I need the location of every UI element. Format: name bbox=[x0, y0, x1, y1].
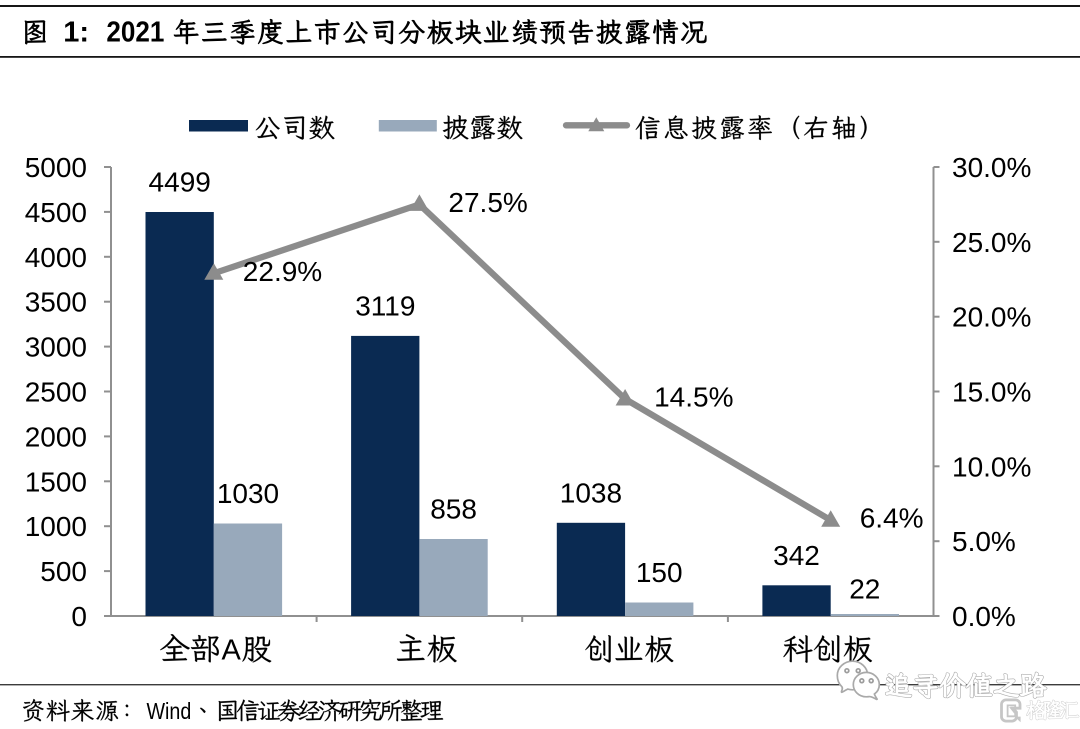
svg-text:4499: 4499 bbox=[149, 167, 211, 198]
svg-text:150: 150 bbox=[636, 557, 683, 588]
svg-text:4500: 4500 bbox=[25, 197, 87, 228]
svg-text:22: 22 bbox=[849, 574, 880, 605]
svg-text:3119: 3119 bbox=[355, 290, 415, 321]
svg-text:858: 858 bbox=[430, 494, 477, 525]
svg-text:2021: 2021 bbox=[106, 17, 164, 49]
svg-text:3500: 3500 bbox=[25, 287, 87, 318]
svg-text:5.0%: 5.0% bbox=[952, 526, 1016, 557]
svg-text:15.0%: 15.0% bbox=[952, 377, 1031, 408]
svg-text:2500: 2500 bbox=[25, 377, 87, 408]
svg-text:25.0%: 25.0% bbox=[952, 227, 1031, 258]
svg-text:4000: 4000 bbox=[25, 242, 87, 273]
svg-text:2000: 2000 bbox=[25, 421, 87, 452]
svg-text:0.0%: 0.0% bbox=[952, 601, 1016, 632]
svg-text:27.5%: 27.5% bbox=[448, 187, 527, 218]
svg-text:22.9%: 22.9% bbox=[243, 256, 322, 287]
svg-text:1500: 1500 bbox=[25, 466, 87, 497]
svg-text:1:: 1: bbox=[63, 17, 89, 49]
svg-text:10.0%: 10.0% bbox=[952, 451, 1031, 482]
svg-text:1038: 1038 bbox=[560, 477, 622, 508]
svg-text:1000: 1000 bbox=[25, 511, 87, 542]
svg-text:500: 500 bbox=[40, 556, 87, 587]
svg-text:5000: 5000 bbox=[25, 152, 87, 183]
svg-text:1030: 1030 bbox=[217, 478, 279, 509]
svg-text:342: 342 bbox=[773, 540, 820, 571]
svg-text:A: A bbox=[222, 635, 242, 667]
svg-text:Wind: Wind bbox=[147, 698, 192, 724]
svg-text:3000: 3000 bbox=[25, 332, 87, 363]
svg-text:30.0%: 30.0% bbox=[952, 152, 1031, 183]
svg-text:6.4%: 6.4% bbox=[860, 503, 924, 534]
svg-text:20.0%: 20.0% bbox=[952, 302, 1031, 333]
svg-text:14.5%: 14.5% bbox=[654, 382, 733, 413]
svg-text:0: 0 bbox=[71, 601, 87, 632]
